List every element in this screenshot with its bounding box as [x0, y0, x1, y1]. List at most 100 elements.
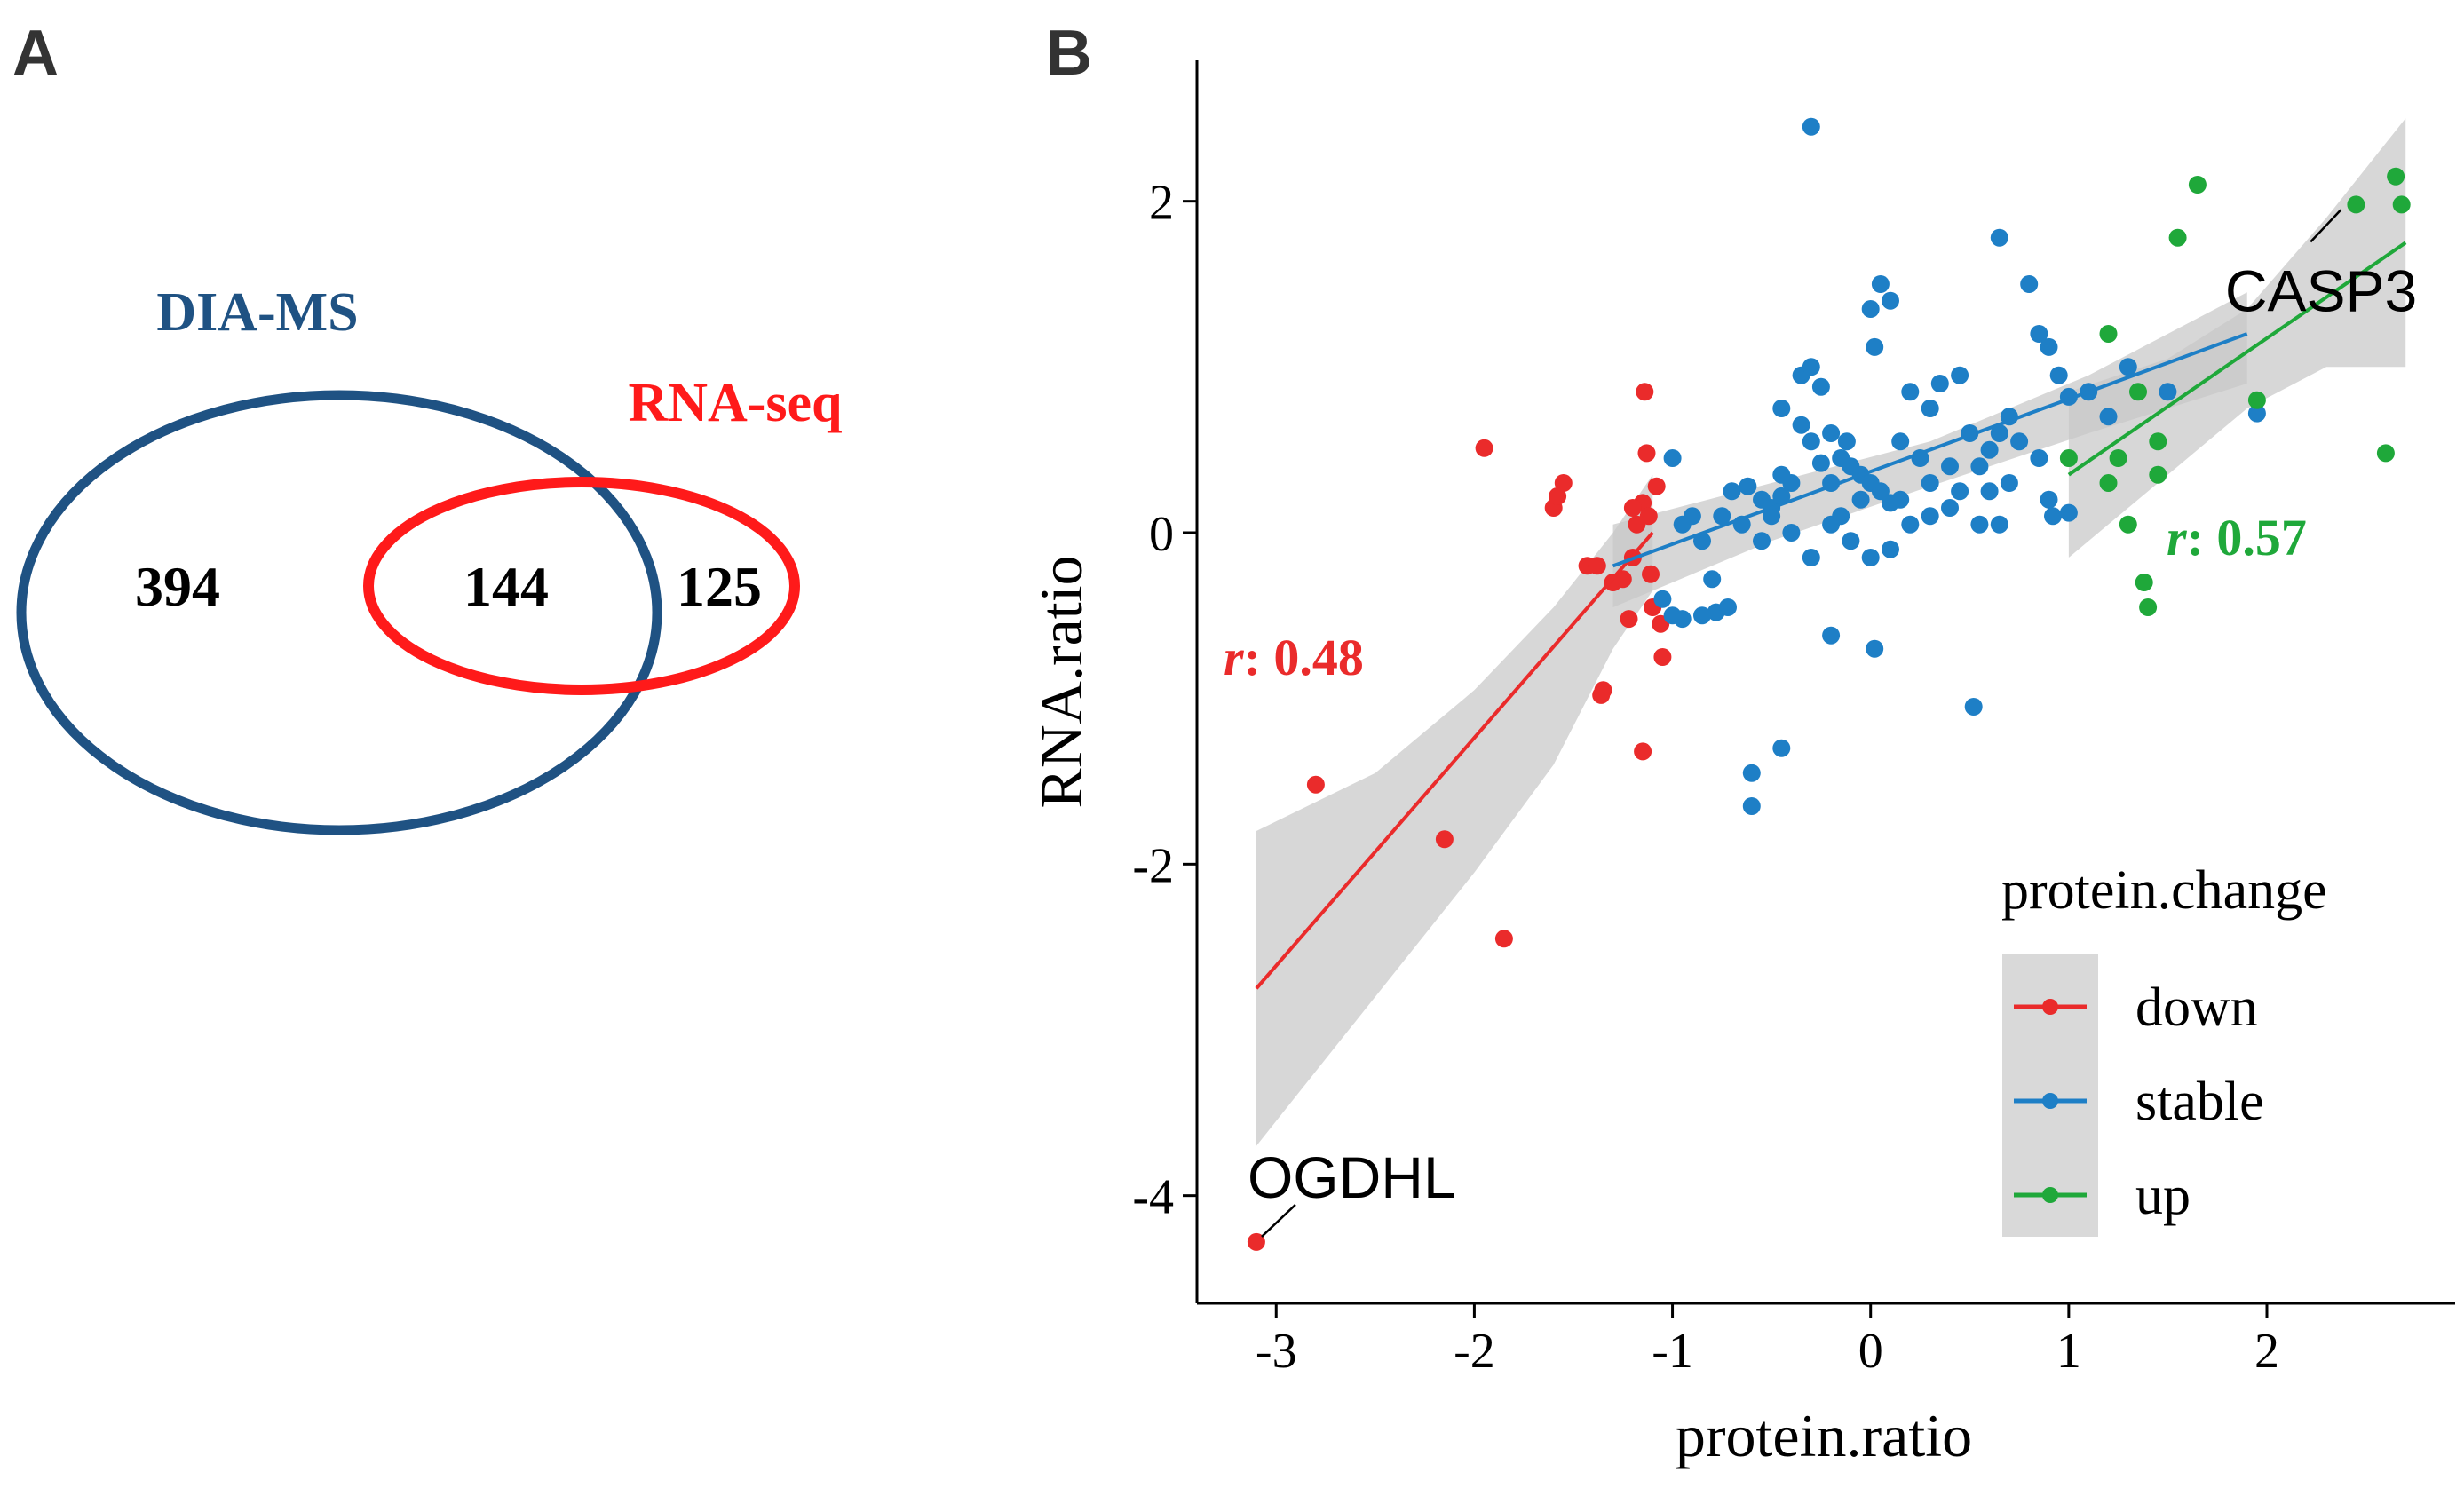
point-stable-64	[1753, 532, 1771, 550]
point-stable-66	[1742, 797, 1761, 815]
legend-label-down: down	[2135, 978, 2258, 1038]
point-stable-15	[1772, 487, 1791, 505]
up-correlation-value: : 0.57	[2187, 509, 2307, 566]
point-stable-92	[2119, 358, 2137, 376]
point-down-4	[1475, 439, 1493, 457]
point-stable-53	[2000, 474, 2018, 492]
point-stable-41	[1970, 457, 1989, 476]
point-up-4	[2119, 515, 2137, 534]
y-tick-label-2: 0	[1149, 507, 1174, 562]
y-tick-label-1: -2	[1132, 838, 1174, 893]
correlation-labels: r: 0.48 r: 0.57	[1224, 509, 2307, 686]
point-down-18	[1639, 507, 1658, 526]
rna-seq-label: RNA-seq	[628, 373, 842, 433]
point-up-11	[2188, 176, 2207, 194]
point-stable-37	[1921, 400, 1939, 417]
point-stable-28	[1871, 482, 1890, 501]
point-down-0	[1247, 1232, 1265, 1251]
point-stable-19	[1811, 377, 1830, 396]
point-stable-67	[1772, 739, 1791, 757]
point-stable-55	[1941, 499, 1959, 517]
fit-line-stable	[1612, 332, 2248, 568]
point-up-1	[2059, 449, 2078, 467]
legend-dot-up	[2042, 1187, 2058, 1203]
point-up-5	[2129, 383, 2147, 401]
intersection-count: 144	[463, 555, 549, 618]
point-down-9	[1588, 557, 1606, 575]
point-stable-75	[1980, 440, 1999, 459]
point-down-22	[1647, 477, 1666, 495]
point-stable-85	[1782, 524, 1801, 542]
point-up-2	[2099, 474, 2118, 492]
point-down-26	[1623, 499, 1642, 517]
point-stable-12	[1739, 477, 1757, 495]
rna-seq-only-count: 125	[677, 555, 762, 618]
ogdhl-label: OGDHL	[1248, 1144, 1456, 1210]
point-stable-52	[2044, 507, 2062, 526]
point-stable-78	[1921, 474, 1939, 492]
point-stable-65	[1742, 764, 1761, 782]
point-stable-11	[1723, 482, 1741, 501]
point-down-25	[1634, 742, 1652, 761]
point-up-3	[2109, 449, 2127, 467]
point-stable-46	[2040, 337, 2058, 356]
point-stable-45	[2030, 325, 2048, 343]
point-stable-70	[1964, 698, 1983, 716]
point-down-20	[1636, 383, 1654, 401]
point-up-14	[2387, 167, 2405, 186]
y-axis-label: RNA.ratio	[1027, 555, 1095, 808]
panel-a: A DIA-MS RNA-seq 394 144 125	[12, 18, 843, 835]
point-stable-90	[2247, 404, 2266, 423]
point-down-7	[1549, 487, 1567, 505]
point-stable-87	[1713, 507, 1731, 526]
fit-line-down	[1255, 531, 1654, 990]
point-down-6	[1554, 474, 1573, 492]
point-up-8	[2149, 432, 2167, 451]
casp3-leader-line	[2310, 209, 2342, 243]
up-correlation-label: r: 0.57	[2167, 509, 2307, 566]
axis-ticks: -3 -2 -1 0 1 2 -4 -2 0 2	[1132, 176, 2279, 1379]
ogdhl-leader-line	[1261, 1204, 1296, 1238]
point-stable-18	[1802, 358, 1820, 376]
down-correlation-label: r: 0.48	[1224, 629, 1364, 686]
point-stable-68	[1822, 626, 1841, 645]
point-stable-71	[1802, 117, 1820, 136]
point-stable-31	[1837, 432, 1856, 451]
point-stable-58	[1882, 540, 1899, 558]
point-down-1	[1306, 775, 1325, 794]
legend-dot-stable	[2042, 1093, 2058, 1109]
point-stable-6	[1673, 610, 1692, 629]
point-stable-44	[2020, 275, 2039, 293]
point-up-10	[2168, 228, 2187, 247]
point-stable-38	[1930, 375, 1949, 392]
point-down-21	[1637, 444, 1656, 463]
rna-seq-circle	[363, 477, 800, 695]
x-tick-label-2: -1	[1652, 1324, 1693, 1379]
point-up-0	[2099, 325, 2118, 343]
point-stable-21	[1792, 416, 1810, 434]
gene-annotations: OGDHL CASP3	[1248, 209, 2417, 1238]
point-up-13	[2347, 195, 2365, 214]
point-stable-39	[1951, 366, 1969, 384]
point-stable-63	[1763, 507, 1781, 526]
panel-b-label: B	[1046, 18, 1092, 89]
point-stable-35	[1866, 337, 1884, 356]
point-stable-94	[2099, 408, 2118, 426]
point-stable-54	[2010, 432, 2029, 451]
point-stable-43	[1990, 228, 2008, 247]
legend-entries: down stable up	[2014, 978, 2264, 1226]
point-stable-4	[1653, 590, 1672, 608]
point-stable-57	[1901, 515, 1920, 534]
legend-title: protein.change	[2001, 860, 2327, 921]
point-stable-7	[1693, 606, 1711, 625]
x-axis-label: protein.ratio	[1676, 1402, 1972, 1469]
point-up-15	[2392, 195, 2411, 214]
down-correlation-value: : 0.48	[1244, 629, 1364, 686]
point-stable-50	[2040, 490, 2058, 509]
point-stable-9	[1719, 598, 1737, 616]
point-stable-80	[1970, 515, 1989, 534]
point-stable-81	[1990, 515, 2008, 534]
point-stable-59	[1861, 549, 1880, 566]
